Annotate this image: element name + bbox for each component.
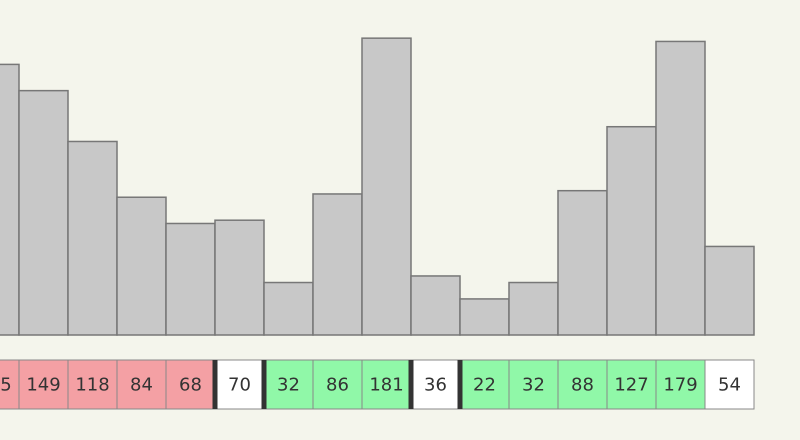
bar bbox=[67, 140, 118, 336]
bar bbox=[361, 37, 412, 336]
cell bbox=[312, 359, 363, 410]
cell-value: 118 bbox=[75, 375, 109, 396]
cell-value: 54 bbox=[718, 375, 741, 396]
cell-value: 127 bbox=[614, 375, 648, 396]
cell-value: 179 bbox=[663, 375, 697, 396]
cell-value: 68 bbox=[179, 375, 202, 396]
cell-value: 70 bbox=[228, 375, 251, 396]
cell-value: 32 bbox=[522, 375, 545, 396]
bar bbox=[704, 245, 755, 336]
cell bbox=[361, 359, 412, 410]
bar bbox=[557, 189, 608, 336]
cell bbox=[655, 359, 706, 410]
bar bbox=[0, 63, 20, 336]
divider bbox=[261, 360, 267, 409]
bar bbox=[655, 40, 706, 336]
bar bbox=[18, 89, 69, 336]
cell bbox=[557, 359, 608, 410]
cell bbox=[116, 359, 167, 410]
bar bbox=[165, 222, 216, 336]
cell bbox=[508, 359, 559, 410]
bar bbox=[508, 281, 559, 336]
bar bbox=[214, 219, 265, 336]
cell bbox=[165, 359, 216, 410]
cell bbox=[704, 359, 755, 410]
cell bbox=[410, 359, 461, 410]
bar bbox=[606, 125, 657, 336]
cell-value: 22 bbox=[473, 375, 496, 396]
cell-value: 88 bbox=[571, 375, 594, 396]
cell-value: 36 bbox=[424, 375, 447, 396]
cell-value: 149 bbox=[26, 375, 60, 396]
bar bbox=[410, 275, 461, 336]
bar bbox=[312, 193, 363, 336]
bar bbox=[459, 298, 510, 336]
cell-value: 165 bbox=[0, 375, 12, 396]
cell bbox=[18, 359, 69, 410]
cell-value: 84 bbox=[130, 375, 153, 396]
cell-value: 86 bbox=[326, 375, 349, 396]
divider bbox=[212, 360, 218, 409]
cell-value: 32 bbox=[277, 375, 300, 396]
bar bbox=[116, 196, 167, 336]
divider bbox=[457, 360, 463, 409]
bar bbox=[263, 281, 314, 336]
cell bbox=[67, 359, 118, 410]
cell-value: 181 bbox=[369, 375, 403, 396]
cell bbox=[263, 359, 314, 410]
divider bbox=[408, 360, 414, 409]
cell bbox=[459, 359, 510, 410]
